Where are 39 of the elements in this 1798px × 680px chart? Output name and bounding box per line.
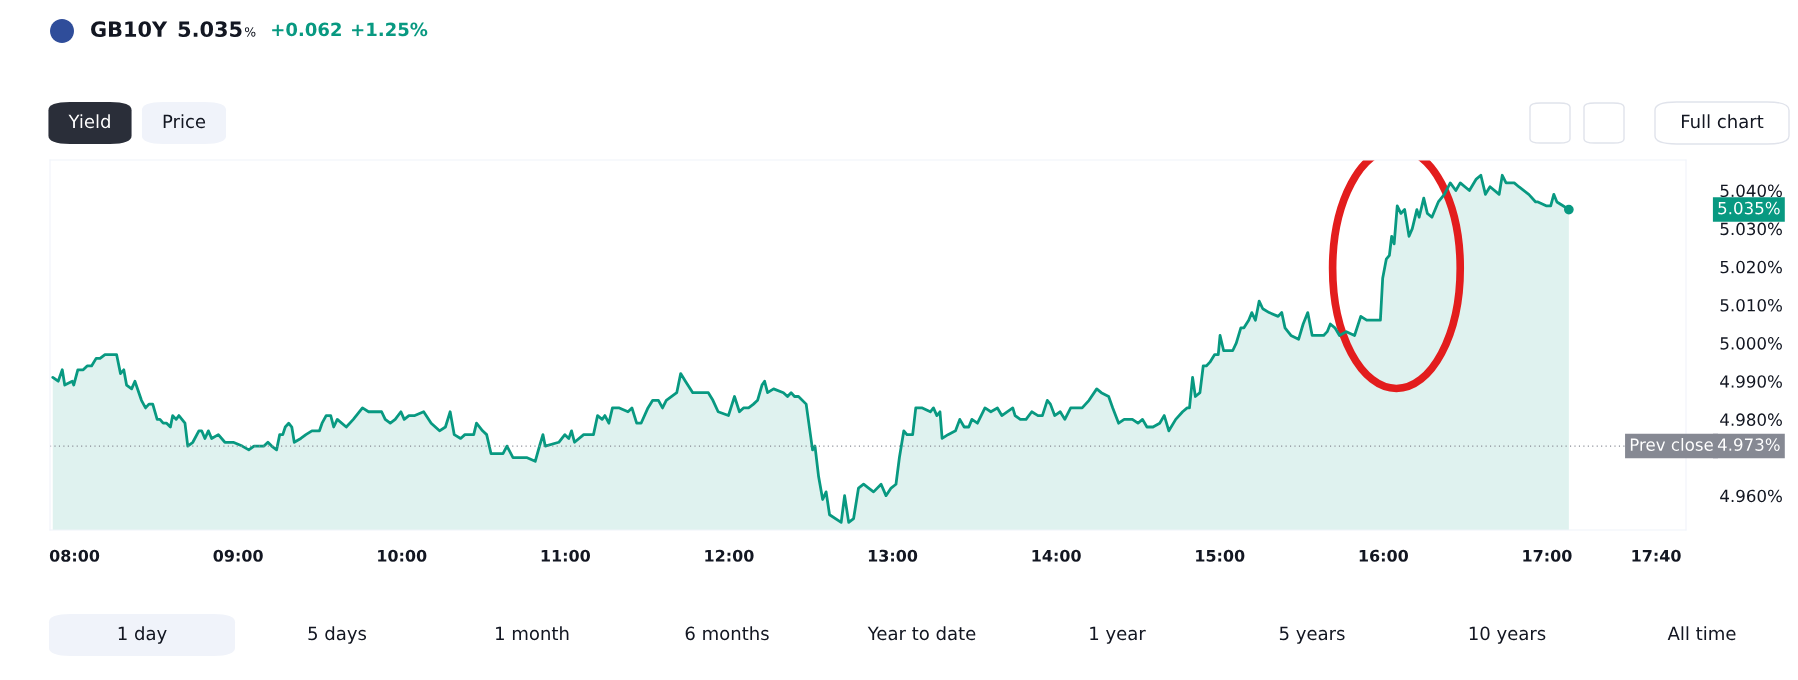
- x-tick-label: 13:00: [868, 549, 918, 562]
- text: Year to date: [867, 626, 976, 641]
- y-tick-label: 5.040%: [1720, 184, 1782, 198]
- text: 1 year: [1090, 626, 1146, 644]
- x-tick-label: 17:00: [1523, 549, 1572, 562]
- y-tick-label: 5.000%: [1720, 337, 1782, 350]
- y-tick-label: 5.020%: [1720, 260, 1782, 274]
- text: %: [244, 27, 256, 37]
- text: +0.062: [272, 22, 341, 37]
- text: 6 months: [685, 626, 769, 641]
- text: 1 month: [496, 626, 569, 641]
- x-tick-label: 12:00: [705, 549, 754, 562]
- text: 10 years: [1469, 626, 1546, 644]
- x-tick-label: 15:00: [1196, 549, 1245, 562]
- x-tick-label: 09:00: [213, 549, 263, 562]
- text: 1 day: [118, 626, 167, 644]
- chart-title: GB10Y: [91, 21, 168, 38]
- x-tick-label: 17:40: [1632, 549, 1681, 562]
- text: Price: [163, 114, 206, 129]
- y-tick-label: 4.980%: [1720, 413, 1782, 426]
- y-tick-label: 5.030%: [1720, 222, 1782, 236]
- text: Yield: [68, 114, 110, 129]
- y-tick-label: 5.010%: [1720, 298, 1782, 312]
- text: 5.035%: [1718, 201, 1780, 215]
- ref-line-label: Prev close: [1630, 438, 1713, 451]
- x-tick-label: 11:00: [541, 549, 590, 562]
- y-tick-label: 4.990%: [1720, 375, 1782, 388]
- text: All time: [1667, 626, 1736, 641]
- text: +1.25%: [352, 22, 428, 37]
- y-tick-label: 4.960%: [1720, 489, 1782, 503]
- x-tick-label: 14:00: [1032, 549, 1081, 562]
- x-tick-label: 08:00: [49, 549, 100, 562]
- text: 5.035: [178, 21, 242, 38]
- text: 5 years: [1279, 626, 1345, 644]
- x-tick-label: 10:00: [378, 549, 427, 562]
- text: Full chart: [1682, 114, 1764, 129]
- text: 5 days: [308, 626, 367, 644]
- x-tick-label: 16:00: [1359, 549, 1408, 562]
- text: 4.973%: [1717, 438, 1780, 451]
